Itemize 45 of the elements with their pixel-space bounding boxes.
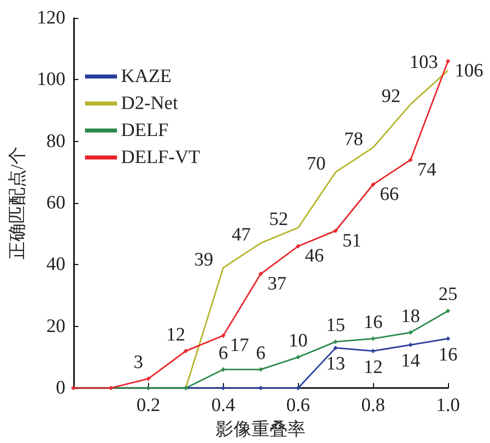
data-label: 39 xyxy=(194,249,214,270)
data-label: 106 xyxy=(454,60,484,82)
data-label: 10 xyxy=(288,330,308,352)
legend-label: D2-Net xyxy=(121,93,179,114)
data-label: 14 xyxy=(401,350,421,372)
data-label: 46 xyxy=(304,246,324,267)
data-label: 6 xyxy=(256,342,266,364)
x-tick-label: 0.2 xyxy=(136,395,160,416)
y-tick-label: 0 xyxy=(56,378,66,398)
data-label: 78 xyxy=(344,129,364,150)
data-label: 15 xyxy=(326,315,346,336)
data-label: 3 xyxy=(134,352,144,373)
data-label: 16 xyxy=(438,344,458,366)
y-tick-label: 120 xyxy=(36,8,66,28)
y-tick-label: 100 xyxy=(36,69,66,90)
data-label: 12 xyxy=(364,356,383,378)
data-label: 51 xyxy=(342,230,362,252)
x-tick-label: 1.0 xyxy=(436,395,460,416)
data-label: 52 xyxy=(269,209,288,230)
data-label: 47 xyxy=(232,224,251,246)
x-axis-title: 影像重叠率 xyxy=(216,419,306,439)
data-label: 13 xyxy=(326,354,346,375)
data-label: 66 xyxy=(380,184,399,205)
legend-label: DELF xyxy=(121,120,168,141)
y-tick-label: 60 xyxy=(46,192,66,214)
data-label: 103 xyxy=(410,52,438,73)
data-label: 25 xyxy=(438,284,458,306)
legend-label: KAZE xyxy=(121,66,172,87)
data-label: 92 xyxy=(382,86,401,107)
y-tick-label: 20 xyxy=(46,316,66,337)
data-label: 6 xyxy=(218,342,228,364)
y-axis-title: 正确匹配点/个 xyxy=(7,146,27,260)
data-label: 12 xyxy=(166,324,186,346)
data-label: 18 xyxy=(401,306,420,327)
data-label: 16 xyxy=(364,312,383,333)
data-label: 70 xyxy=(306,154,326,175)
data-label: 74 xyxy=(417,159,437,180)
legend-label: DELF-VT xyxy=(121,147,201,168)
data-label: 37 xyxy=(267,273,286,294)
x-tick-label: 0.6 xyxy=(286,395,310,416)
y-tick-label: 80 xyxy=(46,130,66,152)
x-tick-label: 0.4 xyxy=(211,395,236,416)
y-tick-label: 40 xyxy=(46,254,66,276)
data-label: 17 xyxy=(230,335,249,356)
x-tick-label: 0.8 xyxy=(361,395,385,416)
